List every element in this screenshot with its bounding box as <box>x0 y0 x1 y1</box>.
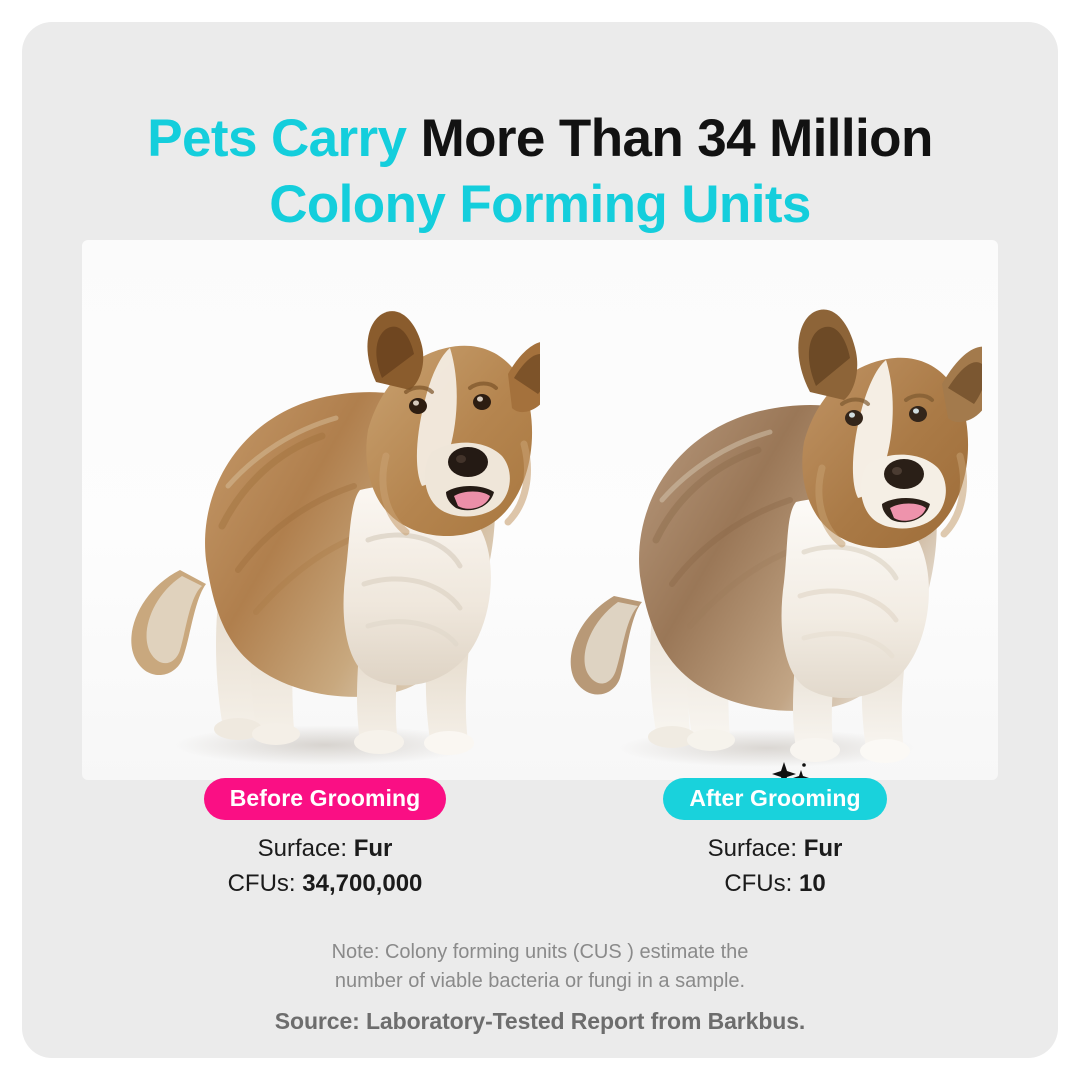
before-metrics: Surface: Fur CFUs: 34,700,000 <box>110 832 540 902</box>
before-grooming-column: Before Grooming Surface: Fur CFUs: 34,70… <box>110 778 540 902</box>
before-surface-value: Fur <box>353 835 393 863</box>
status-badge-before: Before Grooming <box>203 778 447 821</box>
before-cfu-value: 34,700,000 <box>302 870 423 898</box>
footnote: Note: Colony forming units (CUS ) estima… <box>22 938 1058 996</box>
dog-image-before <box>110 240 540 780</box>
status-badge-after: After Grooming <box>663 778 887 821</box>
headline-dark-text: More Than 34 Million <box>420 109 934 168</box>
after-metrics: Surface: Fur CFUs: 10 <box>560 832 990 902</box>
infographic-card: Pets Carry More Than 34 Million Colony F… <box>22 22 1058 1058</box>
after-cfu-value: 10 <box>798 870 826 898</box>
headline-line-1: Pets Carry More Than 34 Million <box>22 106 1058 172</box>
after-surface-row: Surface: Fur <box>560 832 990 867</box>
source-line: Source: Laboratory-Tested Report from Ba… <box>274 1008 806 1034</box>
after-grooming-column: After Grooming Surface: Fur CFUs: 10 <box>560 778 990 902</box>
dog-comparison-stage <box>82 240 998 780</box>
after-cfu-row: CFUs: 10 <box>560 867 990 902</box>
before-surface-label: Surface: <box>257 835 348 863</box>
after-cfu-label: CFUs: <box>724 870 793 898</box>
footnote-line-2: number of viable bacteria or fungi in a … <box>334 970 746 992</box>
footnote-line-1: Note: Colony forming units (CUS ) estima… <box>331 941 749 963</box>
dog-image-after <box>552 240 982 780</box>
page-title: Pets Carry More Than 34 Million Colony F… <box>22 106 1058 237</box>
before-surface-row: Surface: Fur <box>110 832 540 867</box>
after-surface-label: Surface: <box>707 835 798 863</box>
before-cfu-label: CFUs: <box>227 870 296 898</box>
before-cfu-row: CFUs: 34,700,000 <box>110 867 540 902</box>
footer-notes: Note: Colony forming units (CUS ) estima… <box>22 938 1058 1035</box>
headline-line-2: Colony Forming Units <box>269 174 811 234</box>
after-surface-value: Fur <box>803 835 843 863</box>
headline-accent-text: Pets Carry <box>147 109 421 168</box>
